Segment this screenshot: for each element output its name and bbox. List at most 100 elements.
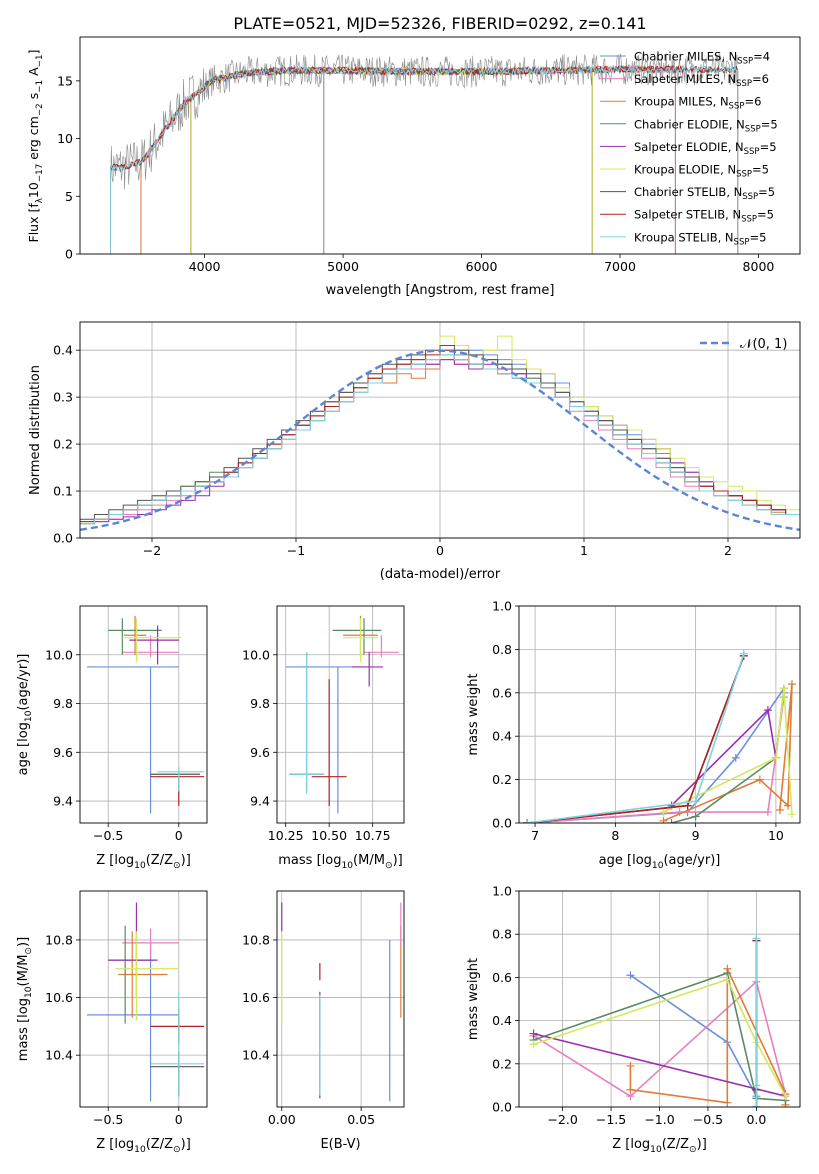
y-tick-label: 10.4: [242, 1048, 270, 1063]
series-marker: [529, 1029, 538, 1038]
x-axis-label-part: (M/M: [353, 853, 385, 868]
y-tick-label: 10.6: [45, 990, 73, 1005]
y-tick-label: 9.6: [53, 745, 73, 760]
x-tick-label: 5000: [327, 259, 359, 274]
x-axis-label-part: age [log: [599, 853, 652, 868]
x-axis-label-part: )]: [181, 853, 191, 868]
y-tick-label: 0.0: [492, 1100, 512, 1115]
x-tick-label: −0.5: [693, 1112, 723, 1127]
legend-entry: Chabrier MILES, NSSP=4: [634, 50, 770, 67]
x-tick-label: 4000: [189, 259, 221, 274]
series-marker: [779, 684, 788, 693]
series-chabrier-stelib: [526, 655, 745, 823]
series-marker: [739, 649, 748, 658]
x-tick-label: 0.05: [347, 1112, 375, 1127]
series-marker: [523, 819, 532, 823]
y-tick-label: 0.6: [492, 970, 512, 985]
series-marker: [626, 971, 635, 980]
series-kroupa-elodie: [533, 978, 787, 1097]
legend-entry: Salpeter ELODIE, NSSP=5: [634, 140, 777, 157]
axes-frame: [79, 321, 801, 539]
legend-entry-prefix: Salpeter MILES, N: [634, 72, 736, 86]
x-axis-label: mass [log10(M/M⊙)]: [278, 853, 402, 871]
series-marker: [691, 797, 700, 806]
series-marker: [752, 1103, 761, 1107]
legend-entry-sub: SSP: [736, 79, 752, 89]
x-tick-label: 10.25: [268, 828, 304, 843]
x-tick-label: 10.50: [311, 828, 347, 843]
y-axis-label-part: −1: [35, 80, 45, 93]
y-tick-label: 0.4: [492, 729, 512, 744]
y-tick-label: 9.6: [250, 745, 270, 760]
series-chabrier-miles: [526, 685, 785, 823]
y-tick-label: 0.2: [492, 772, 512, 787]
legend-entry-prefix: Salpeter STELIB, N: [634, 208, 741, 222]
legend-entry-suffix: =4: [753, 50, 770, 64]
x-axis-label: Z [log10(Z/Z⊙)]: [96, 853, 191, 871]
legend-entry-sub: SSP: [745, 124, 761, 134]
age-vs-Z-plot: [87, 615, 205, 814]
x-axis-label-part: ⊙: [689, 1145, 697, 1155]
y-axis-label-part: (M/M: [16, 955, 31, 987]
model-spectrum-kroupa-stelib: [110, 64, 738, 172]
x-tick-label: −1.0: [644, 1112, 674, 1127]
series-kroupa-stelib: [526, 653, 745, 823]
y-axis-label-part: 10: [26, 182, 41, 198]
mass-vs-Z-plot: [87, 902, 205, 1102]
legend-entry-suffix: =5: [749, 230, 766, 244]
axes-frame: [276, 890, 405, 1108]
x-tick-label: −0.5: [93, 1112, 123, 1127]
legend-entry-prefix: Kroupa STELIB, N: [634, 230, 734, 244]
y-axis-label-part: ]: [26, 50, 41, 55]
x-tick-label: 7000: [604, 259, 636, 274]
series-marker: [787, 680, 796, 689]
y-tick-label: 15: [57, 73, 73, 88]
y-tick-label: 0.4: [53, 343, 73, 358]
y-tick-label: 10.6: [242, 990, 270, 1005]
y-axis-label-part: age [log: [16, 722, 31, 775]
x-axis-label: E(B-V): [320, 1137, 360, 1152]
legend-entry-prefix: Kroupa MILES, N: [634, 95, 729, 109]
legend-entry-suffix: =5: [752, 163, 769, 177]
legend-entry: Salpeter MILES, NSSP=6: [634, 72, 769, 89]
x-axis-label-part: 10: [134, 1145, 146, 1155]
x-axis-label: Z [log10(Z/Z⊙)]: [96, 1137, 191, 1155]
series-salpeter-elodie: [670, 708, 777, 807]
x-tick-label: −2.0: [547, 1112, 577, 1127]
x-axis-label-part: 10: [134, 861, 146, 871]
massweight-vs-Z-plot: [529, 934, 790, 1107]
x-axis-label-part: 10: [652, 861, 664, 871]
legend-entry-suffix: =6: [744, 95, 761, 109]
normal-curve: [80, 349, 800, 531]
y-tick-label: 0.6: [492, 685, 512, 700]
y-axis-label: mass weight: [466, 958, 481, 1040]
y-axis-label: mass [log10(M/M⊙)]: [16, 937, 34, 1061]
figure-title: PLATE=0521, MJD=52326, FIBERID=0292, z=0…: [233, 14, 646, 33]
series-marker: [626, 1085, 635, 1094]
axes-frame: [518, 890, 801, 1108]
x-tick-label: 7: [531, 828, 539, 843]
y-axis-label-part: 10: [24, 986, 34, 998]
series-marker: [763, 706, 772, 715]
histogram-kroupa-stelib: [80, 354, 800, 525]
x-tick-label: 6000: [466, 259, 498, 274]
legend-entry-suffix: =5: [757, 208, 774, 222]
series-marker: [783, 801, 792, 810]
legend-entry-prefix: Chabrier STELIB, N: [634, 185, 742, 199]
y-axis-label-part: 10: [24, 710, 34, 722]
x-tick-label: 10.75: [355, 828, 391, 843]
legend-entry-sub: SSP: [737, 57, 753, 67]
y-tick-label: 0.3: [53, 390, 73, 405]
legend-entry-sub: SSP: [744, 147, 760, 157]
y-tick-label: 0.4: [492, 1013, 512, 1028]
histogram-chabrier-stelib: [80, 345, 800, 520]
x-axis-label-part: ⊙: [385, 861, 393, 871]
residuals-plot: [80, 335, 800, 531]
y-axis-label-part: ⊙: [24, 947, 34, 955]
y-tick-label: 9.8: [250, 696, 270, 711]
x-tick-label: 8000: [743, 259, 775, 274]
y-tick-label: 1.0: [492, 884, 512, 899]
x-axis-label-part: )]: [181, 1137, 191, 1152]
axes-frame: [79, 605, 208, 824]
legend-entry-sub: SSP: [741, 215, 757, 225]
